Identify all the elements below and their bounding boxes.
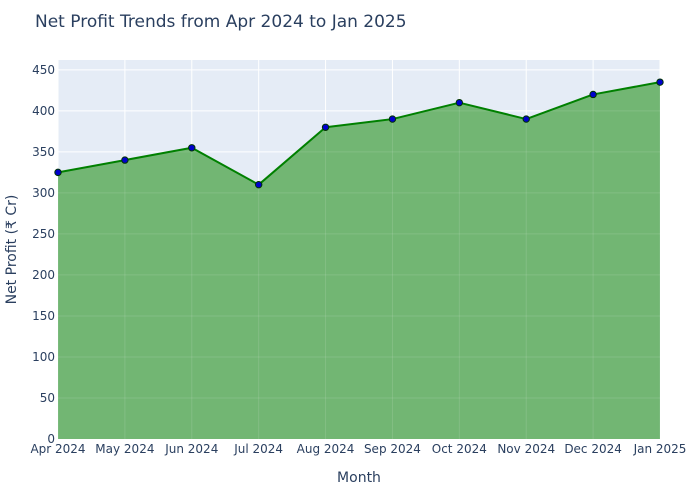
y-tick-label-4: 200 [32, 268, 55, 282]
data-point-7 [522, 115, 530, 123]
y-tick-label-8: 400 [32, 104, 55, 118]
data-point-4 [321, 123, 330, 131]
x-tick-label-7: Nov 2024 [497, 442, 555, 456]
data-point-2 [188, 144, 196, 152]
x-tick-label-9: Jan 2025 [633, 442, 687, 456]
x-tick-label-8: Dec 2024 [564, 442, 622, 456]
x-tick-label-5: Sep 2024 [364, 442, 421, 456]
x-axis-ticks: Apr 2024 May 2024 Jun 2024 Jul 2024 Aug 2024… [30, 442, 686, 456]
area-fill [58, 82, 660, 440]
y-tick-label-9: 450 [32, 63, 55, 77]
y-tick-label-3: 150 [32, 309, 55, 323]
y-tick-label-7: 350 [32, 145, 55, 159]
y-tick-label-2: 100 [32, 350, 55, 364]
data-point-1 [121, 156, 129, 164]
x-tick-label-6: Oct 2024 [432, 442, 487, 456]
data-point-9 [656, 78, 664, 86]
x-tick-label-1: May 2024 [95, 442, 154, 456]
data-point-3 [254, 180, 263, 189]
y-axis-ticks: 0 50 100 150 200 250 300 350 400 450 [32, 63, 55, 446]
series-line [57, 81, 661, 186]
x-tick-label-4: Aug 2024 [297, 442, 355, 456]
x-tick-label-0: Apr 2024 [30, 442, 85, 456]
gridlines-overlay [57, 60, 661, 439]
x-tick-label-2: Jun 2024 [164, 442, 218, 456]
x-axis-title: Month [337, 470, 381, 486]
data-markers [54, 78, 664, 189]
y-tick-label-1: 50 [40, 391, 55, 405]
y-tick-label-6: 300 [32, 186, 55, 200]
y-axis-title: Net Profit (₹ Cr) [4, 195, 20, 305]
data-point-0 [54, 168, 62, 177]
y-tick-label-5: 250 [32, 227, 55, 241]
data-point-5 [388, 115, 397, 123]
x-tick-label-3: Jul 2024 [233, 442, 283, 456]
data-point-6 [455, 98, 464, 107]
y-tick-label-0: 0 [47, 432, 55, 446]
data-point-8 [589, 90, 597, 99]
chart-title: Net Profit Trends from Apr 2024 to Jan 2… [35, 12, 407, 32]
